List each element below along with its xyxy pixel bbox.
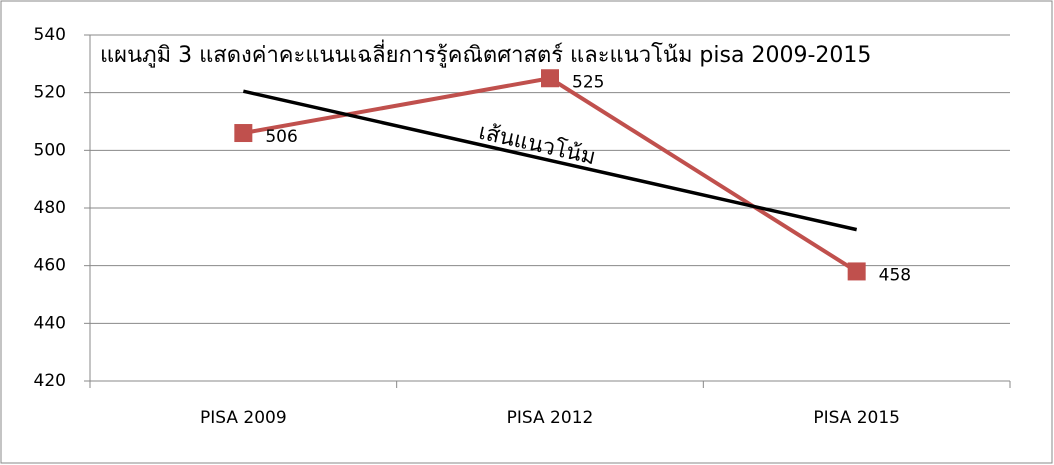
- y-tick-label: 500: [34, 140, 66, 160]
- data-label: 458: [879, 265, 911, 285]
- y-tick-label: 420: [34, 371, 66, 391]
- x-tick-label: PISA 2012: [507, 408, 594, 428]
- marker: [541, 69, 559, 88]
- data-label: 506: [265, 127, 297, 147]
- y-tick-label: 540: [34, 25, 66, 45]
- y-tick-label: 480: [34, 198, 66, 218]
- trend-line: [242, 89, 858, 232]
- y-tick-label: 440: [34, 313, 66, 333]
- chart-title: แผนภูมิ 3 แสดงค่าคะแนนเฉลี่ยการรู้คณิตศา…: [100, 39, 871, 68]
- marker: [234, 124, 253, 143]
- x-tick-label: PISA 2015: [813, 408, 900, 428]
- y-tick-label: 460: [34, 256, 66, 276]
- marker: [847, 262, 866, 281]
- y-tick-label: 520: [34, 83, 66, 103]
- x-tick-label: PISA 2009: [200, 408, 287, 428]
- data-label: 525: [572, 72, 604, 92]
